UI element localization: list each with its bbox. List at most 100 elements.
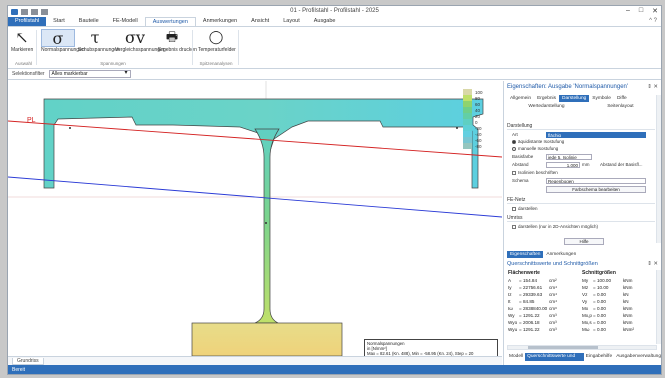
app-icon[interactable] — [11, 8, 18, 15]
left-value-unit: cm³ — [549, 327, 557, 332]
tab-fe-modell[interactable]: FE-Modell — [112, 18, 138, 24]
panel-pin-close[interactable]: ⇕ ✕ — [647, 84, 658, 90]
left-value-unit: cm² — [549, 278, 557, 283]
tab-grundriss[interactable]: Grundriss — [12, 358, 44, 365]
checkbox-icon — [512, 170, 516, 175]
tab-diffe[interactable]: Diffe — [616, 96, 627, 101]
drawing-canvas[interactable]: PL 100 80 60 40 20 0 -20 -40 -60 -80 Normalspannu… — [8, 81, 502, 356]
left-value-symbol: A — [508, 278, 512, 283]
left-value-symbol: Wyo — [508, 320, 518, 325]
legend-value: 0 — [475, 119, 478, 125]
checkbox-icon — [512, 206, 516, 211]
minimize-button[interactable]: – — [625, 7, 630, 14]
tab-eingabehilfe[interactable]: Eingabehilfe — [585, 354, 613, 359]
tab-anmerkungen-panel[interactable]: Anmerkungen — [546, 252, 577, 257]
flaechenwerte-heading: Flächenwerte — [508, 270, 540, 276]
left-value-symbol: It — [508, 299, 511, 304]
legend-swatch — [463, 131, 472, 137]
view-tabs: Grundriss — [8, 356, 502, 365]
selection-filter-row: Selektionsfilter Alles markierbar — [8, 69, 661, 80]
tab-ergebnis[interactable]: Ergebnis — [537, 96, 557, 101]
querschnitt-hscroll[interactable] — [507, 345, 657, 350]
redo-icon[interactable] — [41, 8, 48, 15]
save-icon[interactable] — [21, 8, 28, 15]
sigma-v-icon: σv — [125, 28, 145, 47]
querschnitt-scrollbar[interactable] — [656, 270, 661, 344]
right-value-unit: kNm — [623, 306, 633, 311]
radio-icon — [512, 139, 516, 144]
tab-profilstahl[interactable]: Profilstahl — [8, 17, 47, 26]
tab-symbole[interactable]: Symbole — [592, 96, 611, 101]
legend-swatch — [463, 143, 472, 149]
point-marker — [69, 127, 71, 129]
color-legend: 100 80 60 40 20 0 -20 -40 -60 -80 — [463, 89, 499, 149]
top-plate-section — [43, 98, 484, 189]
scroll-thumb[interactable] — [528, 346, 598, 349]
tab-ansicht[interactable]: Ansicht — [251, 18, 270, 24]
right-value-unit: kNm — [623, 320, 633, 325]
right-value-unit: kN — [623, 299, 629, 304]
radio-icon — [512, 146, 516, 151]
legend-value: 80 — [475, 95, 481, 101]
left-value-value: = 1291.22 — [519, 313, 540, 318]
maximize-button[interactable]: □ — [638, 7, 644, 14]
fe-darstellen-checkbox[interactable]: darstellen — [512, 206, 538, 212]
tab-allgemein[interactable]: Allgemein — [510, 96, 532, 101]
schema-select[interactable]: Regenbogen — [546, 178, 646, 184]
undo-icon[interactable] — [31, 8, 38, 15]
title-bar: 01 - Profilstahl - Profilstahl - 2025 – … — [8, 6, 661, 17]
querschnitt-pin-close[interactable]: ⇕ ✕ — [647, 261, 658, 267]
isolinien-checkbox[interactable]: Isolinien beschriften — [512, 170, 558, 176]
right-value-value: = 0.00 — [593, 320, 606, 325]
tab-anmerkungen[interactable]: Anmerkungen — [202, 18, 238, 24]
window-controls: – □ ✕ — [626, 7, 658, 15]
farbschema-bearbeiten-button[interactable]: Farbschema bearbeiten — [546, 186, 646, 193]
tab-ausgabe[interactable]: Ausgabe — [313, 18, 336, 24]
properties-scrollbar[interactable] — [656, 95, 661, 243]
right-value-symbol: Vy — [582, 299, 588, 304]
result-info-box: Normalspannungen in [N/mm²] Max = 82.61 … — [364, 339, 498, 356]
hilfe-button[interactable]: Hilfe — [564, 238, 604, 245]
close-button[interactable]: ✕ — [652, 8, 658, 15]
tab-layout[interactable]: Layout — [283, 18, 300, 24]
schubspannungen-button[interactable]: τ Schubspannungen — [78, 28, 120, 54]
left-value-value: = 29339.63 — [519, 292, 543, 297]
tab-bauteile[interactable]: Bauteile — [78, 18, 99, 24]
vergleichsspannungen-button[interactable]: σv Vergleichsspannungen — [115, 28, 166, 54]
art-select[interactable]: flächig — [546, 132, 646, 138]
tab-auswertungen[interactable]: Auswertungen — [144, 17, 196, 26]
section-darstellung[interactable]: Darstellung — [507, 123, 655, 130]
status-bar: Bereit — [8, 365, 661, 374]
tab-wertedarstellung[interactable]: Wertedarstellung — [528, 104, 565, 109]
abstand-input[interactable]: 1.000 — [546, 162, 580, 168]
markieren-button[interactable]: ↖ Markieren — [11, 28, 34, 54]
umriss-checkbox[interactable]: darstellen (nur in 2D-Ansichten möglich) — [512, 224, 598, 230]
legend-row: 80 — [463, 95, 499, 101]
left-value-value: = 154.84 — [519, 278, 538, 283]
section-fe-netz[interactable]: FE-Netz — [507, 197, 655, 204]
tab-modell[interactable]: Modell — [509, 354, 524, 359]
radio-manuell[interactable]: manuelle Isostufung — [512, 146, 558, 152]
section-umriss[interactable]: Umriss — [507, 215, 655, 222]
normalspannungen-button[interactable]: σ Normalspannungen — [41, 29, 85, 53]
tab-start[interactable]: Start — [53, 18, 65, 24]
properties-subtabs: Wertedarstellung Seitenlayout — [507, 104, 655, 109]
legend-swatch — [463, 107, 472, 113]
tab-ausgabenverwaltung[interactable]: Ausgabenverwaltung — [616, 354, 661, 359]
left-value-symbol: Wy — [508, 313, 515, 318]
right-value-value: = 100.00 — [593, 278, 612, 283]
ergebnis-drucken-button[interactable]: 🖶 Ergebnis drucken — [158, 30, 197, 53]
tab-darstellung[interactable]: Darstellung — [559, 95, 590, 102]
ribbon-help-icons[interactable]: ^ ? — [649, 18, 657, 24]
tab-eigenschaften[interactable]: Eigenschaften — [507, 251, 544, 258]
basisfarbe-select[interactable]: jede 5. Isolinie — [546, 154, 592, 160]
temperaturfelder-button[interactable]: ◯ Temperaturfelder — [198, 30, 236, 53]
tab-seitenlayout[interactable]: Seitenlayout — [607, 104, 634, 109]
abstand-note: Abstand der Basisfl... — [600, 162, 643, 167]
left-value-value: = 84.85 — [519, 299, 535, 304]
selection-filter-select[interactable]: Alles markierbar — [48, 70, 131, 78]
radio-aequidistant[interactable]: äquidistante Isostufung — [512, 139, 564, 145]
tab-querschnittswerte[interactable]: Querschnittswerte und Sc — [525, 353, 584, 367]
right-value-value: = 0.00 — [593, 306, 606, 311]
left-value-value: = 2006.18 — [519, 320, 540, 325]
